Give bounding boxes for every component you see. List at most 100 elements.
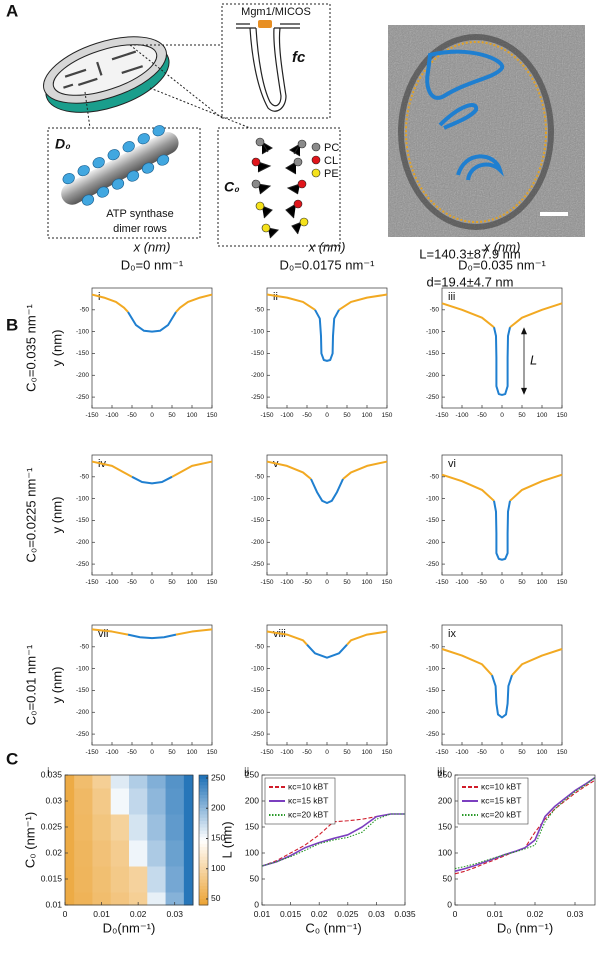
series-line: [441, 473, 563, 502]
y-tick-label: 0.025: [41, 821, 63, 831]
inset-symbol: C₀: [224, 179, 240, 195]
plot-frame: [441, 454, 563, 576]
lipid-label: PE: [324, 168, 339, 180]
x-tick-label: -50: [127, 412, 137, 419]
colorbar-step: [199, 823, 208, 828]
heatmap-cell: [165, 775, 185, 789]
y-tick-label: 150: [438, 821, 452, 831]
panel-numeral: i: [47, 765, 50, 779]
y-tick-label: -200: [76, 372, 89, 379]
series-line: [441, 302, 563, 329]
colorbar-step: [199, 781, 208, 786]
heatmap-cell: [110, 892, 130, 906]
x-tick-label: 150: [557, 749, 568, 756]
panel-label: B: [6, 315, 18, 334]
x-tick-label: -50: [477, 749, 487, 756]
arrow-head: [521, 327, 527, 395]
x-tick-label: 50: [168, 579, 176, 586]
x-tick-label: 0: [500, 749, 504, 756]
colorbar-step: [199, 885, 208, 890]
x-tick-label: 150: [207, 412, 218, 419]
y-tick-label: -100: [251, 328, 264, 335]
y-tick-label: -50: [430, 474, 440, 481]
legend-label: κc=20 kBT: [481, 809, 521, 819]
y-tick-label: 0.02: [45, 847, 62, 857]
legend-label: κc=10 kBT: [481, 781, 521, 791]
colorbar-step: [199, 797, 208, 802]
plot-frame: [91, 624, 213, 746]
x-tick-label: -50: [477, 412, 487, 419]
series-line: [441, 648, 563, 676]
x-tick-label: 50: [343, 749, 351, 756]
x-tick-label: 50: [168, 412, 176, 419]
colorbar-step: [199, 898, 208, 903]
y-tick-label: 50: [443, 873, 453, 883]
y-tick-label: 200: [245, 795, 259, 805]
y-tick-label: -100: [426, 328, 439, 335]
colorbar-step: [199, 901, 208, 906]
heatmap-cell: [147, 840, 167, 867]
colorbar-step: [199, 879, 208, 883]
y-tick-label: -100: [76, 665, 89, 672]
y-tick-label: 150: [245, 821, 259, 831]
colorbar-step: [199, 775, 208, 779]
x-tick-label: 0: [453, 909, 458, 919]
panel-label: C: [6, 749, 18, 768]
x-tick-label: 0.03: [166, 909, 183, 919]
x-tick-label: -100: [455, 579, 468, 586]
y-tick-label: 0.015: [41, 873, 63, 883]
x-tick-label: 0.025: [337, 909, 359, 919]
heatmap-cell: [129, 866, 148, 893]
colorbar-step: [199, 830, 208, 834]
colorbar-step: [199, 814, 208, 818]
colorbar-tick-label: 100: [211, 863, 225, 873]
x-tick-label: -50: [302, 579, 312, 586]
colorbar-step: [199, 843, 208, 847]
panel-numeral: vii: [98, 628, 108, 640]
colorbar-tick-label: 50: [211, 893, 221, 903]
y-tick-label: -100: [251, 665, 264, 672]
x-tick-label: -100: [455, 749, 468, 756]
series-line: [266, 630, 388, 646]
colorbar-step: [199, 810, 208, 815]
heatmap-cell: [92, 814, 112, 841]
panel-numeral: ix: [448, 628, 456, 640]
colorbar-step: [199, 801, 208, 805]
y-tick-label: 50: [250, 873, 260, 883]
y-tick-label: 200: [438, 795, 452, 805]
plot-frame: [266, 454, 388, 576]
y-tick-label: -200: [251, 709, 264, 716]
panel-numeral: vi: [448, 458, 456, 470]
column-axis-label: x (nm): [483, 239, 521, 254]
y-tick-label: -150: [426, 517, 439, 524]
x-tick-label: 50: [518, 749, 526, 756]
x-tick-label: 100: [187, 579, 198, 586]
x-tick-label: 0.035: [394, 909, 416, 919]
x-tick-label: 100: [537, 412, 548, 419]
column-axis-label: x (nm): [133, 239, 171, 254]
heatmap-cell: [110, 775, 130, 789]
heatmap-cell: [129, 814, 148, 841]
series-line: [306, 643, 348, 659]
heatmap-cell: [147, 775, 167, 789]
series-line: [310, 478, 344, 504]
heatmap-cell: [74, 892, 93, 906]
colorbar-step: [199, 807, 208, 812]
x-tick-label: -50: [302, 412, 312, 419]
x-tick-label: -150: [85, 412, 98, 419]
x-tick-label: 0: [325, 579, 329, 586]
heatmap-cell: [110, 866, 130, 893]
y-tick-label: -250: [76, 731, 89, 738]
colorbar-step: [199, 846, 208, 851]
plot-frame: [91, 287, 213, 409]
colorbar-step: [199, 849, 208, 854]
y-tick-label: -250: [426, 394, 439, 401]
colorbar-step: [199, 794, 208, 799]
y-tick-label: -150: [426, 350, 439, 357]
legend-label: κc=20 kBT: [288, 809, 328, 819]
y-tick-label: -50: [255, 474, 265, 481]
x-tick-label: 0: [325, 749, 329, 756]
x-tick-label: 0: [500, 412, 504, 419]
x-tick-label: -150: [435, 749, 448, 756]
x-tick-label: -100: [280, 749, 293, 756]
